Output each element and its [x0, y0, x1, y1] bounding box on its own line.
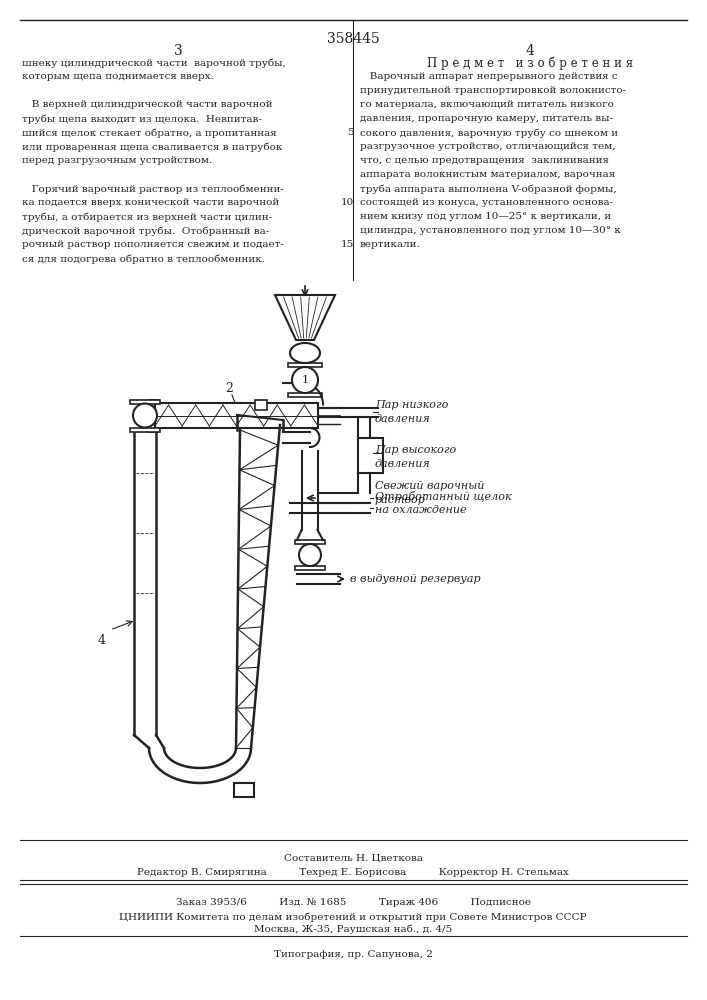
Text: го материала, включающий питатель низкого: го материала, включающий питатель низког…	[360, 100, 614, 109]
Bar	[130, 428, 160, 432]
Text: разгрузочное устройство, отличающийся тем,: разгрузочное устройство, отличающийся те…	[360, 142, 616, 151]
Text: Пар низкого
давления: Пар низкого давления	[375, 400, 448, 424]
Bar	[155, 403, 318, 428]
Text: дрической варочной трубы.  Отобранный ва-: дрической варочной трубы. Отобранный ва-	[22, 226, 269, 235]
Text: 4: 4	[525, 44, 534, 58]
Text: Отработанный щелок
на охлаждение: Отработанный щелок на охлаждение	[375, 491, 512, 515]
Text: давления, пропарочную камеру, питатель вы-: давления, пропарочную камеру, питатель в…	[360, 114, 613, 123]
Text: шийся щелок стекает обратно, а пропитанная: шийся щелок стекает обратно, а пропитанн…	[22, 128, 276, 137]
Polygon shape	[275, 295, 335, 340]
Circle shape	[299, 544, 321, 566]
Text: ЦНИИПИ Комитета по делам изобретений и открытий при Совете Министров СССР: ЦНИИПИ Комитета по делам изобретений и о…	[119, 912, 587, 922]
Text: 358445: 358445	[327, 32, 380, 46]
Text: 15: 15	[341, 240, 354, 249]
Text: Москва, Ж-35, Раушская наб., д. 4/5: Москва, Ж-35, Раушская наб., д. 4/5	[254, 925, 452, 934]
Text: 5: 5	[306, 550, 314, 560]
Text: Варочный аппарат непрерывного действия с: Варочный аппарат непрерывного действия с	[360, 72, 618, 81]
Text: Горячий варочный раствор из теплообменни-: Горячий варочный раствор из теплообменни…	[22, 184, 284, 194]
Text: 5: 5	[347, 128, 354, 137]
Text: Пар высокого
давления: Пар высокого давления	[375, 445, 456, 469]
Text: что, с целью предотвращения  заклинивания: что, с целью предотвращения заклинивания	[360, 156, 609, 165]
Text: нием книзу под углом 10—25° к вертикали, и: нием книзу под углом 10—25° к вертикали,…	[360, 212, 611, 221]
Text: вертикали.: вертикали.	[360, 240, 421, 249]
Text: Свежий варочный
раствор: Свежий варочный раствор	[375, 481, 484, 505]
Text: П р е д м е т   и з о б р е т е н и я: П р е д м е т и з о б р е т е н и я	[427, 56, 633, 70]
Bar	[130, 399, 160, 403]
Text: 3: 3	[141, 410, 148, 420]
Text: 3: 3	[174, 44, 182, 58]
Text: аппарата волокнистым материалом, варочная: аппарата волокнистым материалом, варочна…	[360, 170, 615, 179]
Text: ся для подогрева обратно в теплообменник.: ся для подогрева обратно в теплообменник…	[22, 254, 265, 263]
Bar	[255, 400, 267, 410]
Bar	[295, 540, 325, 544]
Text: ка подается вверх конической части варочной: ка подается вверх конической части вароч…	[22, 198, 279, 207]
Text: В верхней цилиндрической части варочной: В верхней цилиндрической части варочной	[22, 100, 272, 109]
Text: труба аппарата выполнена V-образной формы,: труба аппарата выполнена V-образной форм…	[360, 184, 617, 194]
Circle shape	[292, 367, 318, 393]
Text: состоящей из конуса, установленного основа-: состоящей из конуса, установленного осно…	[360, 198, 613, 207]
Bar	[288, 393, 322, 397]
Circle shape	[133, 403, 157, 428]
Text: Заказ 3953/6          Изд. № 1685          Тираж 406          Подписное: Заказ 3953/6 Изд. № 1685 Тираж 406 Подпи…	[175, 898, 530, 907]
Text: 10: 10	[341, 198, 354, 207]
Text: которым щепа поднимается вверх.: которым щепа поднимается вверх.	[22, 72, 214, 81]
Text: 4: 4	[98, 634, 106, 647]
Text: Составитель Н. Цветкова: Составитель Н. Цветкова	[284, 854, 423, 863]
Text: 2: 2	[225, 382, 233, 395]
Bar	[295, 566, 325, 570]
Text: рочный раствор пополняется свежим и подает-: рочный раствор пополняется свежим и пода…	[22, 240, 284, 249]
Text: цилиндра, установленного под углом 10—30° к: цилиндра, установленного под углом 10—30…	[360, 226, 621, 235]
Text: 1: 1	[301, 375, 308, 385]
Text: трубы, а отбирается из верхней части цилин-: трубы, а отбирается из верхней части цил…	[22, 212, 272, 222]
Ellipse shape	[290, 343, 320, 363]
Bar	[233, 783, 254, 797]
Text: Редактор В. Смирягина          Техред Е. Борисова          Корректор Н. Стельмах: Редактор В. Смирягина Техред Е. Борисова…	[137, 868, 569, 877]
Bar	[288, 363, 322, 367]
Text: или проваренная щепа сваливается в патрубок: или проваренная щепа сваливается в патру…	[22, 142, 282, 151]
Text: сокого давления, варочную трубу со шнеком и: сокого давления, варочную трубу со шнеко…	[360, 128, 618, 137]
Text: принудительной транспортировкой волокнисто-: принудительной транспортировкой волокнис…	[360, 86, 626, 95]
Text: перед разгрузочным устройством.: перед разгрузочным устройством.	[22, 156, 212, 165]
Text: шнеку цилиндрической части  варочной трубы,: шнеку цилиндрической части варочной труб…	[22, 58, 286, 68]
Bar	[358, 438, 383, 473]
Text: трубы щепа выходит из щелока.  Невпитав-: трубы щепа выходит из щелока. Невпитав-	[22, 114, 262, 123]
Text: в выдувной резервуар: в выдувной резервуар	[350, 574, 481, 584]
Text: Типография, пр. Сапунова, 2: Типография, пр. Сапунова, 2	[274, 950, 433, 959]
